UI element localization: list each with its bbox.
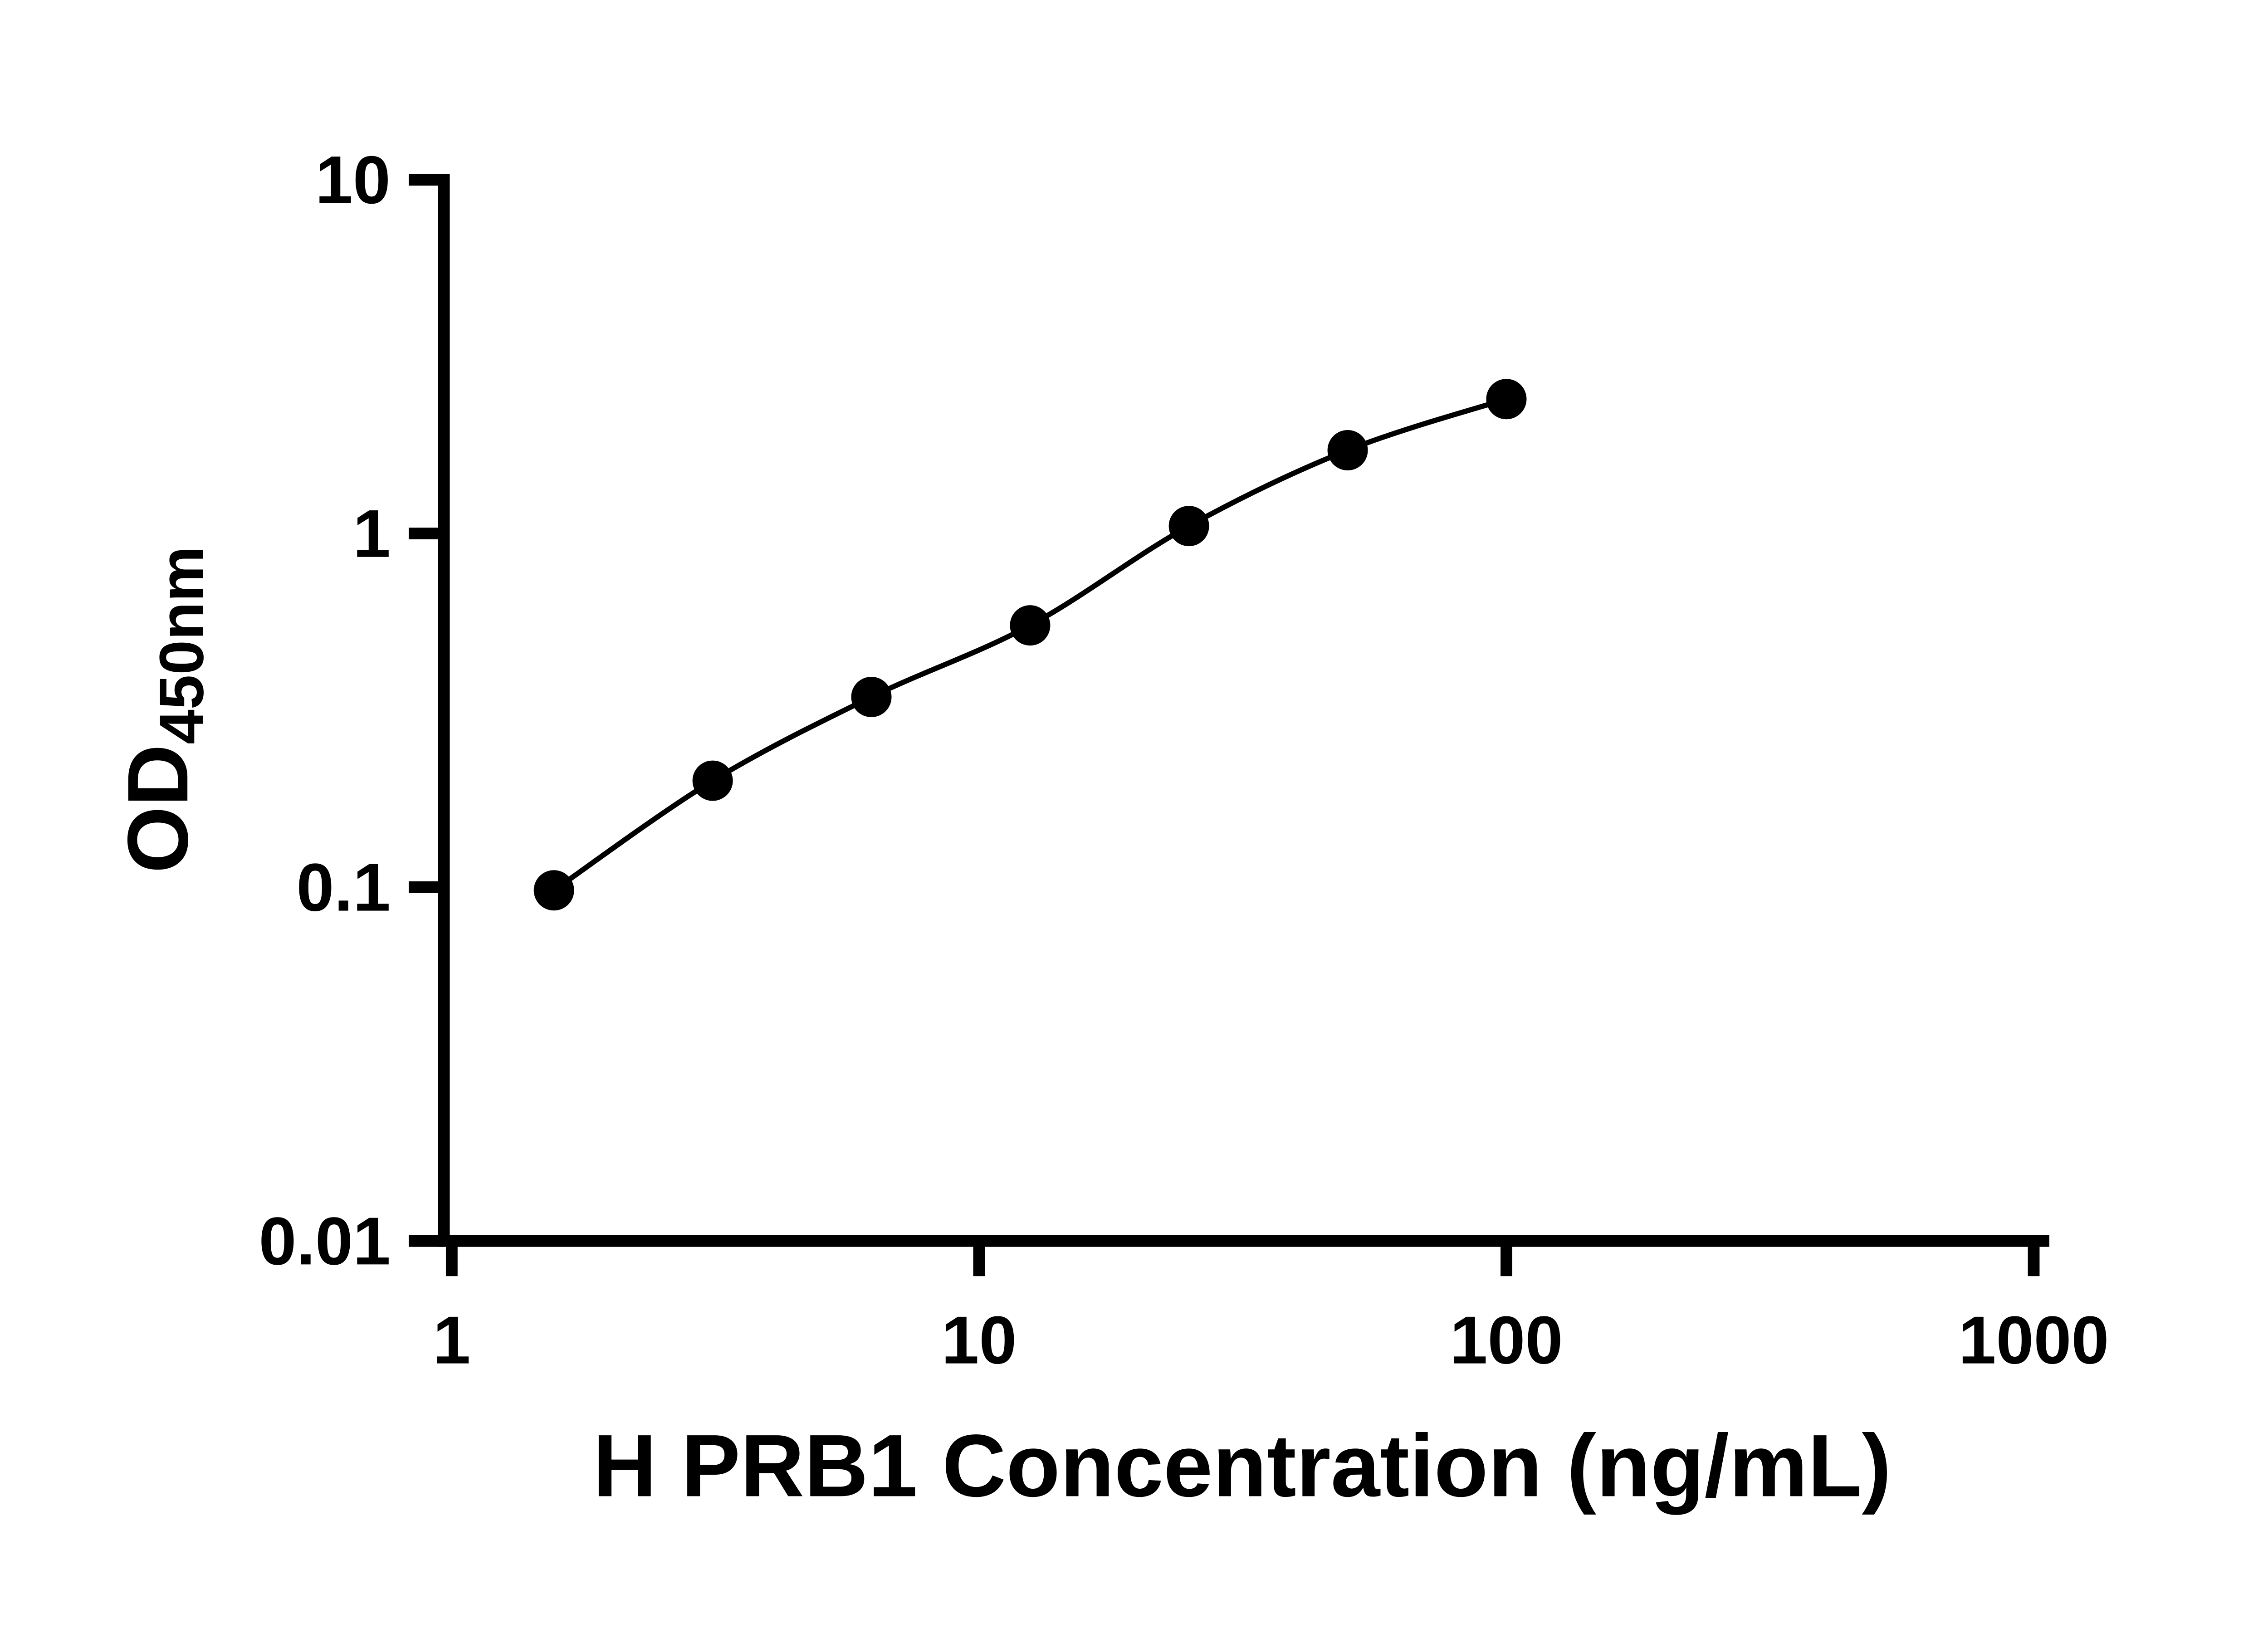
data-point: [533, 870, 574, 911]
axis-spines: [438, 174, 2049, 1247]
y-tick-label: 1: [353, 496, 391, 572]
y-tick-label: 10: [315, 142, 391, 218]
x-axis-title: H PRB1 Concentration (ng/mL): [593, 1416, 1892, 1515]
data-point: [1486, 379, 1527, 420]
y-tick-label: 0.1: [296, 850, 390, 925]
y-axis-title-main: OD: [110, 744, 206, 873]
x-tick-label: 100: [1450, 1302, 1563, 1378]
y-axis-title: OD450nm: [110, 546, 216, 873]
y-axis-title-subscript: 450nm: [147, 546, 217, 744]
data-point: [692, 760, 733, 801]
x-tick-label: 1000: [1958, 1302, 2109, 1378]
standard-curve-figure: OD450nm H PRB1 Concentration (ng/mL) 10 1…: [18, 0, 2250, 1633]
data-point: [1168, 506, 1209, 547]
x-tick-label: 1: [433, 1302, 470, 1378]
data-point: [851, 676, 892, 717]
data-point: [1327, 430, 1368, 471]
y-tick-label: 0.01: [259, 1203, 390, 1279]
standard-curve-chart: OD450nm H PRB1 Concentration (ng/mL) 10 1…: [110, 142, 2109, 1515]
x-tick-label: 10: [941, 1302, 1017, 1378]
data-point: [1010, 605, 1051, 646]
